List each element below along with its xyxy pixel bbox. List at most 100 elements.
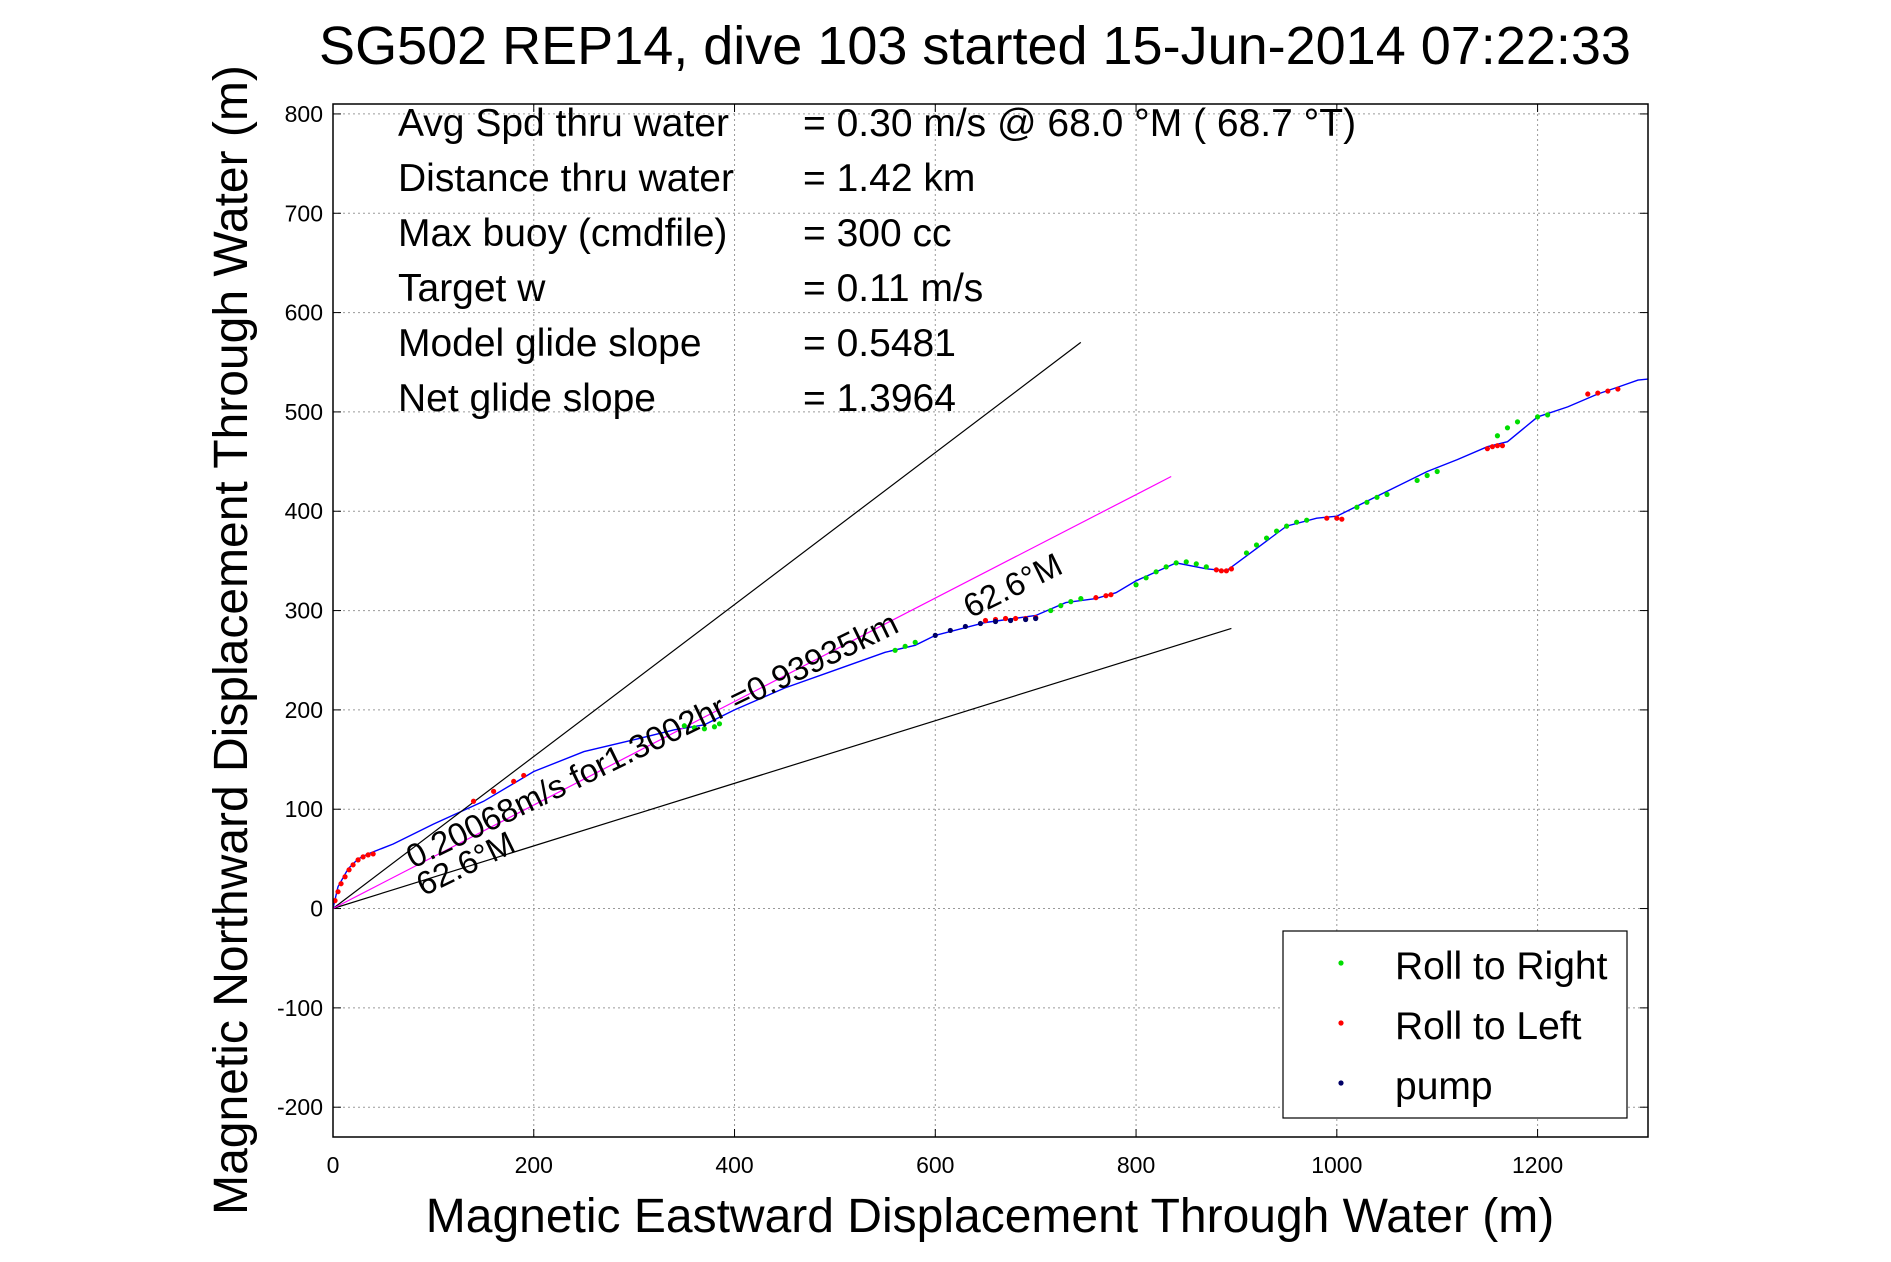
data-point	[1203, 564, 1209, 570]
series-pump	[932, 615, 1039, 638]
y-tick-label: 300	[285, 598, 323, 624]
data-point	[1012, 615, 1019, 622]
plot-area-frame	[332, 103, 1649, 1138]
data-point	[1284, 523, 1290, 529]
y-tick-label: 0	[310, 896, 323, 922]
x-tick-label: 600	[916, 1152, 954, 1178]
stat-value: = 0.11 m/s	[803, 267, 983, 310]
data-point	[1078, 596, 1084, 602]
data-point	[342, 874, 348, 880]
series-roll-to-left	[332, 386, 1621, 904]
data-point	[1263, 535, 1270, 541]
stat-value: = 0.5481	[803, 322, 956, 365]
grid	[332, 104, 1648, 1137]
legend: Roll to Right Roll to Left pump	[1282, 930, 1628, 1119]
x-tick-label: 0	[327, 1152, 340, 1178]
series-roll-to-right	[681, 412, 1551, 732]
data-point	[1108, 592, 1114, 598]
y-tick-label: 600	[285, 300, 323, 326]
data-point	[1007, 617, 1014, 624]
x-tick-label: 1000	[1311, 1152, 1362, 1178]
legend-marker	[1338, 960, 1344, 966]
data-point	[701, 726, 708, 732]
y-tick-label: 800	[285, 101, 323, 127]
data-point	[511, 778, 517, 785]
stat-label: Model glide slope	[398, 322, 702, 365]
y-tick-label: 400	[285, 498, 323, 524]
data-point	[992, 618, 999, 625]
data-point	[1304, 517, 1310, 523]
data-point	[1048, 607, 1054, 614]
stat-label: Net glide slope	[398, 377, 656, 420]
data-point	[1499, 443, 1506, 449]
axis-ticks: 0 200 400 600 800 1000 1200 -200 -100 0 100 200 300 4…	[277, 101, 1648, 1178]
data-point	[1504, 425, 1511, 431]
data-point	[1023, 616, 1029, 623]
y-tick-label: -100	[277, 995, 323, 1021]
data-point	[1153, 569, 1159, 575]
x-tick-label: 400	[715, 1152, 753, 1178]
data-point	[977, 620, 984, 627]
data-point	[470, 798, 477, 804]
data-point	[912, 639, 918, 645]
data-point	[1163, 564, 1169, 570]
series-line-guide-lower	[332, 627, 1232, 910]
data-point	[1324, 515, 1330, 521]
data-point	[346, 867, 352, 873]
stat-label: Distance thru water	[398, 157, 734, 200]
data-point	[1534, 414, 1541, 420]
y-tick-label: 200	[285, 697, 323, 723]
data-point	[1033, 615, 1039, 622]
legend-label: Roll to Left	[1395, 1005, 1582, 1048]
stat-value: = 300 cc	[803, 212, 952, 255]
data-point	[360, 854, 366, 860]
stat-label: Avg Spd thru water	[398, 102, 729, 145]
legend-label: Roll to Right	[1395, 945, 1608, 988]
data-point	[982, 617, 989, 624]
stat-label: Max buoy (cmdfile)	[398, 212, 727, 255]
data-point	[1218, 568, 1224, 574]
data-point	[1002, 615, 1009, 622]
stat-value: = 1.3964	[803, 377, 956, 420]
data-point	[1494, 433, 1501, 439]
data-point	[521, 772, 527, 779]
y-tick-label: 700	[285, 200, 323, 226]
data-point	[1384, 491, 1390, 497]
x-axis-label: Magnetic Eastward Displacement Through W…	[426, 1190, 1554, 1243]
data-point	[1143, 575, 1149, 581]
data-point	[1434, 468, 1440, 475]
data-point	[681, 723, 687, 729]
data-point	[1424, 472, 1430, 479]
data-point	[1545, 412, 1551, 418]
y-tick-label: -200	[277, 1094, 323, 1120]
data-point	[962, 623, 969, 630]
legend-marker	[1338, 1080, 1344, 1086]
data-point	[1183, 559, 1189, 565]
data-point	[1093, 595, 1099, 601]
data-point	[1103, 593, 1109, 599]
series-line-guide-upper	[332, 341, 1082, 909]
data-point	[902, 643, 908, 649]
data-point	[1334, 515, 1340, 521]
data-point	[1173, 560, 1179, 566]
data-point	[335, 889, 341, 895]
data-point	[1595, 390, 1601, 396]
data-point	[691, 725, 697, 731]
data-point	[892, 647, 898, 653]
data-point	[1133, 582, 1139, 588]
data-point	[1615, 386, 1621, 392]
data-point	[1354, 504, 1360, 510]
data-point	[491, 788, 497, 794]
y-tick-label: 100	[285, 796, 323, 822]
data-point	[932, 632, 938, 638]
legend-label: pump	[1395, 1065, 1493, 1108]
x-tick-label: 1200	[1512, 1152, 1563, 1178]
stat-label: Target w	[398, 267, 546, 310]
data-point	[365, 852, 371, 858]
data-point	[1364, 499, 1370, 505]
data-point	[1223, 568, 1229, 574]
data-point	[1484, 446, 1490, 452]
data-point	[1514, 419, 1521, 425]
data-point	[1253, 542, 1260, 548]
